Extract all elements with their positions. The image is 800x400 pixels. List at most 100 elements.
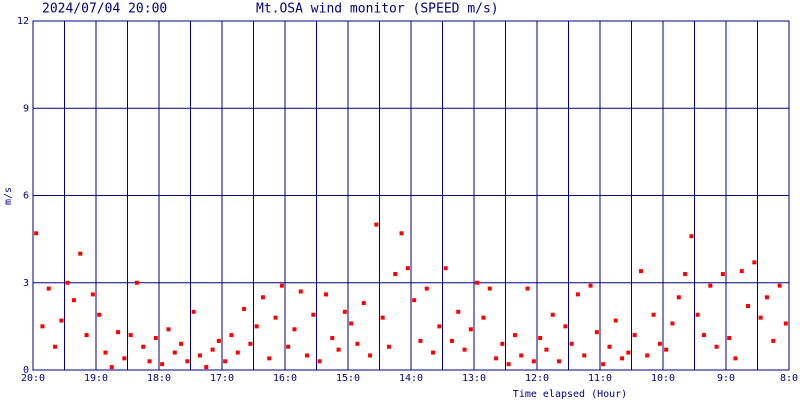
data-point: [695, 312, 700, 317]
data-point: [160, 362, 165, 367]
data-point: [179, 341, 184, 346]
x-tick-label: 15:0: [336, 373, 360, 384]
data-point: [752, 260, 757, 265]
data-point: [292, 327, 297, 332]
data-point: [361, 301, 366, 306]
x-tick-label: 20:0: [21, 373, 45, 384]
data-point: [191, 309, 196, 314]
data-point: [626, 350, 631, 355]
data-point: [128, 333, 133, 338]
data-point: [531, 359, 536, 364]
x-tick-label: 17:0: [210, 373, 234, 384]
data-point: [424, 286, 429, 291]
data-point: [645, 353, 650, 358]
data-point: [456, 309, 461, 314]
data-point: [317, 359, 322, 364]
data-point: [103, 350, 108, 355]
data-point: [134, 280, 139, 285]
data-point: [153, 336, 158, 341]
data-point: [59, 318, 64, 323]
data-point: [449, 338, 454, 343]
data-point: [764, 295, 769, 300]
data-point: [223, 359, 228, 364]
data-point: [34, 231, 39, 236]
data-point: [512, 333, 517, 338]
data-point: [733, 356, 738, 361]
data-point: [601, 362, 606, 367]
chart-subtitle: 2024/07/04 20:00: [42, 2, 167, 17]
data-point: [771, 338, 776, 343]
data-point: [708, 283, 713, 288]
data-point: [323, 292, 328, 297]
data-point: [714, 344, 719, 349]
data-point: [557, 359, 562, 364]
data-point: [374, 222, 379, 227]
data-point: [368, 353, 373, 358]
data-point: [141, 344, 146, 349]
x-tick-label: 11:0: [588, 373, 612, 384]
data-point: [40, 324, 45, 329]
data-point: [71, 298, 76, 303]
data-point: [279, 283, 284, 288]
data-point: [588, 283, 593, 288]
data-point: [481, 315, 486, 320]
data-point: [475, 280, 480, 285]
y-tick-label: 12: [17, 16, 29, 27]
data-point: [487, 286, 492, 291]
data-point: [311, 312, 316, 317]
data-point: [607, 344, 612, 349]
data-point: [494, 356, 499, 361]
data-point: [342, 309, 347, 314]
data-point: [746, 304, 751, 309]
data-point: [286, 344, 291, 349]
y-axis-label: m/s: [3, 187, 14, 205]
data-point: [594, 330, 599, 335]
x-tick-label: 10:0: [651, 373, 675, 384]
data-point: [676, 295, 681, 300]
data-point: [701, 333, 706, 338]
data-point: [210, 347, 215, 352]
data-point: [78, 251, 83, 256]
data-point: [273, 315, 278, 320]
data-point: [260, 295, 265, 300]
data-point: [248, 341, 253, 346]
data-point: [544, 347, 549, 352]
x-tick-label: 8:0: [780, 373, 798, 384]
x-tick-label: 14:0: [399, 373, 423, 384]
data-point: [412, 298, 417, 303]
data-point: [525, 286, 530, 291]
data-point: [399, 231, 404, 236]
data-point: [330, 336, 335, 341]
data-point: [254, 324, 259, 329]
data-point: [638, 269, 643, 274]
data-point: [758, 315, 763, 320]
data-point: [500, 341, 505, 346]
data-point: [569, 341, 574, 346]
data-point: [172, 350, 177, 355]
data-point: [468, 327, 473, 332]
data-point: [116, 330, 121, 335]
data-point: [298, 289, 303, 294]
data-point: [147, 359, 152, 364]
data-point: [84, 333, 89, 338]
data-point: [242, 306, 247, 311]
data-point: [431, 350, 436, 355]
data-point: [727, 336, 732, 341]
data-point: [739, 269, 744, 274]
data-point: [97, 312, 102, 317]
data-point: [355, 341, 360, 346]
data-point: [65, 280, 70, 285]
data-point: [166, 327, 171, 332]
x-tick-label: 9:0: [717, 373, 735, 384]
data-point: [519, 353, 524, 358]
data-point: [620, 356, 625, 361]
data-point: [462, 347, 467, 352]
y-tick-label: 3: [23, 278, 29, 289]
data-point: [229, 333, 234, 338]
data-point: [418, 338, 423, 343]
data-point: [575, 292, 580, 297]
data-point: [720, 272, 725, 277]
data-point: [267, 356, 272, 361]
x-axis-label: Time elapsed (Hour): [513, 389, 627, 400]
